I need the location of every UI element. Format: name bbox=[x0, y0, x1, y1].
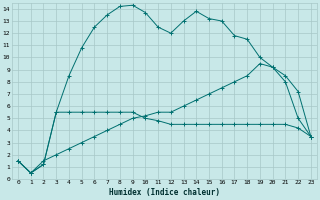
X-axis label: Humidex (Indice chaleur): Humidex (Indice chaleur) bbox=[109, 188, 220, 197]
